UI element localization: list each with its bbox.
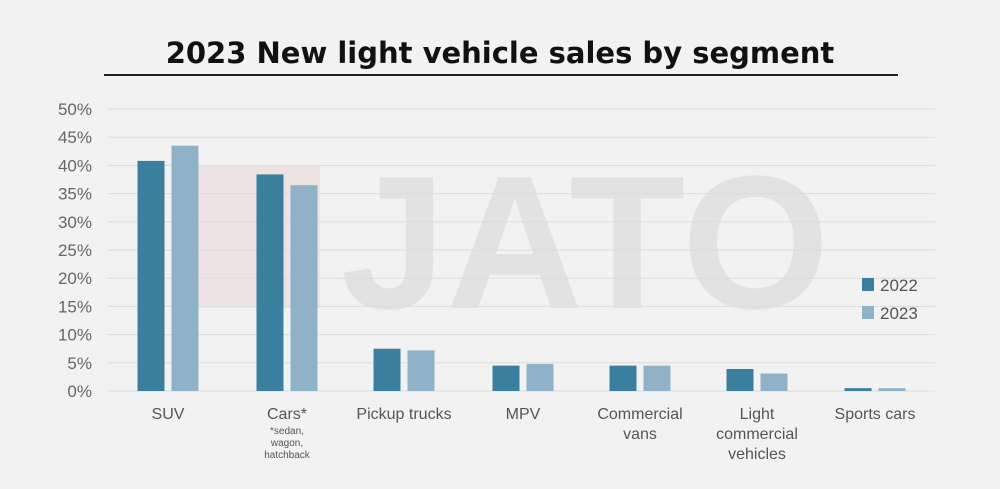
watermark-text: JATO xyxy=(340,137,829,349)
legend-swatch xyxy=(862,278,874,291)
x-tick-label: Light xyxy=(740,406,775,423)
y-tick-label: 40% xyxy=(58,156,92,175)
legend-swatch xyxy=(862,306,874,319)
bar-2023 xyxy=(760,373,788,391)
legend-label: 2023 xyxy=(880,304,918,323)
category-note: wagon, xyxy=(270,438,303,449)
bar-2023 xyxy=(171,145,199,391)
y-tick-label: 5% xyxy=(67,354,92,373)
y-tick-label: 20% xyxy=(58,269,92,288)
y-tick-label: 30% xyxy=(58,213,92,232)
chart-title: 2023 New light vehicle sales by segment xyxy=(165,36,835,70)
legend-label: 2022 xyxy=(880,276,918,295)
bar-2022 xyxy=(609,365,637,391)
bar-2022 xyxy=(726,369,754,391)
y-tick-label: 45% xyxy=(58,128,92,147)
x-tick-label: MPV xyxy=(506,406,541,423)
x-tick-label: Cars* xyxy=(267,406,307,423)
title-rule xyxy=(104,74,898,76)
category-note: hatchback xyxy=(264,450,311,461)
bar-2022 xyxy=(844,388,872,391)
bar-2023 xyxy=(290,185,318,391)
bar-2022 xyxy=(492,365,520,391)
x-tick-label: SUV xyxy=(152,406,185,423)
x-tick-label: commercial xyxy=(716,426,798,443)
category-note: *sedan, xyxy=(270,426,304,437)
bar-2022 xyxy=(256,174,284,391)
bar-2023 xyxy=(407,350,435,391)
y-tick-label: 35% xyxy=(58,185,92,204)
y-tick-label: 25% xyxy=(58,241,92,260)
bar-2023 xyxy=(526,363,554,391)
y-tick-label: 0% xyxy=(67,382,92,401)
x-tick-label: vans xyxy=(623,426,657,443)
bar-2023 xyxy=(643,365,671,391)
x-tick-label: vehicles xyxy=(728,446,786,463)
bar-2023 xyxy=(878,388,906,391)
y-tick-label: 15% xyxy=(58,297,92,316)
x-tick-label: Sports cars xyxy=(835,406,916,423)
x-tick-label: Pickup trucks xyxy=(356,406,451,423)
bar-2022 xyxy=(373,348,401,391)
x-tick-label: Commercial xyxy=(597,406,682,423)
bar-2022 xyxy=(137,160,165,391)
y-tick-label: 10% xyxy=(58,326,92,345)
y-tick-label: 50% xyxy=(58,100,92,119)
